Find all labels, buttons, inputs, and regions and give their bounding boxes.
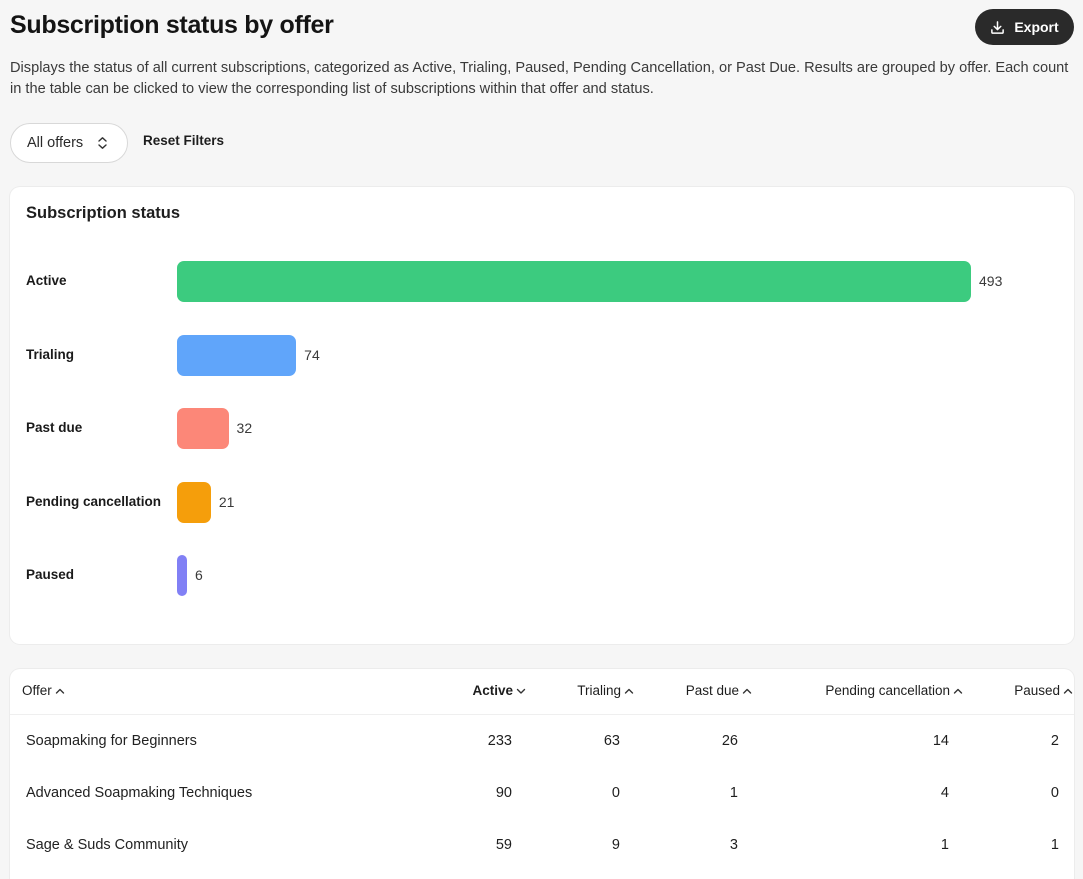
- column-header-label: Paused: [1014, 683, 1060, 698]
- count-pending[interactable]: 14: [932, 733, 949, 749]
- offer-filter-value: All offers: [27, 135, 84, 151]
- count-active[interactable]: 233: [487, 733, 512, 749]
- column-header-paused[interactable]: Paused: [1014, 683, 1073, 698]
- bar-label-past-due: Past due: [26, 420, 83, 435]
- count-active[interactable]: 59: [495, 837, 512, 853]
- bar-value-trialing: 74: [304, 346, 320, 363]
- column-header-label: Trialing: [577, 683, 621, 698]
- column-header-label: Past due: [685, 683, 739, 698]
- count-past-due[interactable]: 1: [729, 785, 738, 801]
- count-past-due[interactable]: 26: [721, 733, 738, 749]
- column-header-label: Offer: [22, 683, 52, 698]
- offer-name: Soapmaking for Beginners: [26, 733, 197, 749]
- count-paused[interactable]: 2: [1050, 733, 1059, 749]
- column-header-pending-cancellation[interactable]: Pending cancellation: [825, 683, 963, 698]
- bar-pending-cancellation[interactable]: [177, 481, 211, 523]
- subscription-status-chart-card: Subscription status Active 493 Trialing 74 P…: [10, 187, 1074, 644]
- column-header-label: Active: [472, 683, 513, 698]
- export-button[interactable]: Export: [975, 9, 1074, 45]
- table-row: Soapmaking for Beginners 233 63 26 14 2: [10, 731, 1074, 783]
- count-pending[interactable]: 1: [940, 837, 949, 853]
- offer-name: Sage & Suds Community: [26, 837, 188, 853]
- chevron-up-icon: [1063, 687, 1073, 695]
- bar-active[interactable]: [177, 261, 971, 302]
- count-trialing[interactable]: 63: [603, 733, 620, 749]
- count-paused[interactable]: 1: [1050, 837, 1059, 853]
- count-past-due[interactable]: 3: [729, 837, 738, 853]
- bar-value-paused: 6: [195, 567, 203, 583]
- column-header-label: Pending cancellation: [825, 683, 950, 698]
- chevron-up-down-icon: [98, 137, 107, 149]
- chevron-up-icon: [953, 687, 963, 695]
- reset-filters-button[interactable]: Reset Filters: [143, 133, 225, 148]
- table-row: Sage & Suds Community 59 9 3 1 1: [10, 835, 1074, 879]
- bar-value-pending-cancellation: 21: [218, 493, 235, 510]
- offer-filter-select[interactable]: All offers: [10, 123, 128, 163]
- bar-value-past-due: 32: [236, 420, 253, 436]
- subscription-table: Offer Active Trialing Past due Pending cance…: [10, 669, 1074, 879]
- count-active[interactable]: 90: [495, 785, 512, 801]
- bar-label-paused: Paused: [26, 567, 75, 582]
- bar-label-pending-cancellation: Pending cancellation: [26, 493, 162, 509]
- bar-label-active: Active: [26, 273, 67, 288]
- offer-name: Advanced Soapmaking Techniques: [26, 785, 253, 801]
- chart-title: Subscription status: [26, 204, 181, 222]
- page-description: Displays the status of all current subsc…: [10, 60, 1069, 97]
- bar-trialing[interactable]: [177, 334, 297, 376]
- count-trialing[interactable]: 0: [611, 785, 620, 801]
- export-label: Export: [1014, 19, 1059, 35]
- column-header-active[interactable]: Active: [472, 683, 526, 698]
- column-header-past-due[interactable]: Past due: [686, 683, 752, 698]
- count-paused[interactable]: 0: [1050, 785, 1059, 801]
- column-header-trialing[interactable]: Trialing: [577, 683, 634, 698]
- table-row: Advanced Soapmaking Techniques 90 0 1 4 0: [10, 783, 1074, 835]
- download-icon: [991, 20, 1005, 34]
- bar-value-active: 493: [979, 273, 1003, 289]
- chevron-up-icon: [624, 687, 634, 695]
- table-header-divider: [10, 714, 1074, 715]
- page-title: Subscription status by offer: [10, 11, 334, 39]
- chevron-up-icon: [742, 687, 752, 695]
- bar-past-due[interactable]: [177, 408, 229, 449]
- bar-paused[interactable]: [177, 555, 187, 596]
- chevron-down-icon: [516, 687, 526, 695]
- count-pending[interactable]: 4: [940, 785, 949, 801]
- count-trialing[interactable]: 9: [611, 837, 620, 853]
- chevron-up-icon: [55, 687, 65, 695]
- column-header-offer[interactable]: Offer: [22, 683, 65, 698]
- bar-label-trialing: Trialing: [26, 346, 75, 362]
